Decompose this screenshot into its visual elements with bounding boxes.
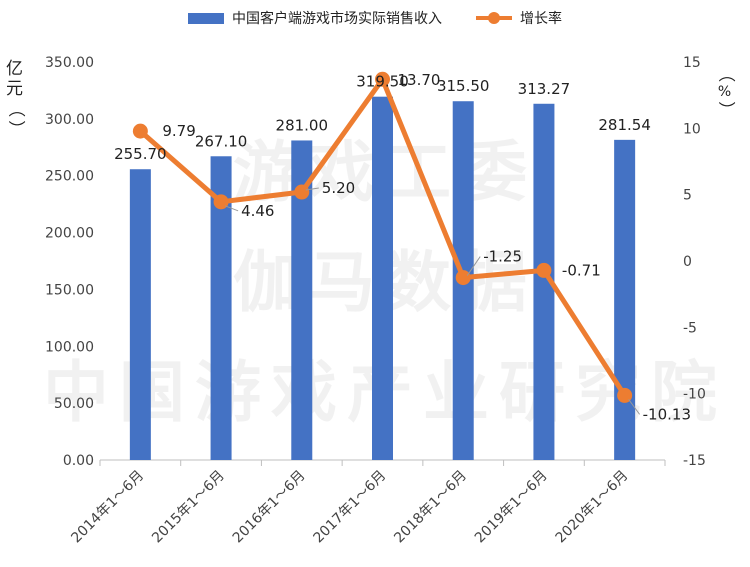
growth-point: [536, 262, 552, 278]
y-right-tick-label: 15: [683, 55, 701, 71]
y-right-tick-label: 5: [683, 188, 692, 204]
legend-line-label: 增长率: [520, 11, 562, 27]
legend-bar-swatch: [188, 12, 224, 24]
legend-line-swatch: [476, 12, 512, 24]
y-left-tick-label: 350.00: [45, 55, 94, 71]
y-left-tick-label: 100.00: [45, 339, 94, 355]
x-tick-label: 2018年1～6月: [391, 468, 470, 547]
growth-point: [294, 184, 310, 200]
right-unit-char: %: [717, 83, 732, 100]
x-tick-label: 2014年1～6月: [68, 468, 147, 547]
x-tick-label: 2020年1～6月: [553, 468, 632, 547]
growth-value-label: 13.70: [398, 71, 441, 89]
axes: 0.00 50.00 100.00 150.00 200.00 250.00 300.00 3…: [45, 55, 706, 469]
growth-point: [617, 387, 633, 403]
y-left-tick-label: 200.00: [45, 226, 94, 242]
x-tick-label: 2015年1～6月: [149, 468, 228, 547]
bar: [291, 140, 313, 460]
growth-point: [455, 270, 471, 286]
bar: [210, 156, 232, 460]
growth-value-label: -10.13: [643, 405, 691, 423]
growth-point: [132, 123, 148, 139]
x-axis-labels: 2014年1～6月 2015年1～6月 2016年1～6月 2017年1～6月 2018…: [68, 468, 631, 547]
left-axis-unit: 亿 元 （ ）: [5, 59, 25, 138]
growth-point: [375, 71, 390, 87]
label-leader-line: [628, 399, 641, 415]
legend: 中国客户端游戏市场实际销售收入 增长率: [0, 8, 750, 28]
bar: [533, 103, 555, 460]
legend-bar-label: 中国客户端游戏市场实际销售收入: [232, 11, 442, 27]
bar-value-label: 281.54: [598, 116, 651, 134]
x-tick-label: 2019年1～6月: [472, 468, 551, 547]
x-tick-label: 2016年1～6月: [230, 468, 309, 547]
bar: [129, 169, 151, 460]
x-tick-label: 2017年1～6月: [311, 468, 390, 547]
y-left-tick-label: 150.00: [45, 282, 94, 298]
y-right-tick-label: 10: [683, 121, 701, 137]
growth-value-label: 5.20: [322, 179, 355, 197]
y-left-tick-label: 50.00: [54, 396, 94, 412]
label-leader-line: [224, 205, 239, 212]
bar-value-label: 319.50: [356, 73, 409, 91]
growth-point: [213, 194, 229, 210]
right-axis-unit: （ % ）: [715, 64, 735, 119]
growth-value-label: -1.25: [483, 248, 522, 266]
bar-value-label: 313.27: [518, 80, 571, 98]
line-series: [132, 71, 633, 403]
y-left-tick-label: 250.00: [45, 169, 94, 185]
legend-item-growth: 增长率: [476, 8, 562, 28]
bar: [372, 96, 393, 460]
growth-value-label: 9.79: [162, 122, 195, 140]
label-leader-line: [466, 256, 481, 276]
bar-value-label: 255.70: [114, 145, 167, 163]
y-right-tick-label: -10: [683, 387, 706, 403]
growth-value-label: 4.46: [241, 202, 274, 220]
left-unit-char: 亿: [6, 59, 23, 79]
bar-value-label: 315.50: [437, 77, 490, 95]
label-leader-line: [305, 187, 319, 191]
legend-item-revenue: 中国客户端游戏市场实际销售收入: [188, 8, 442, 28]
bar-value-label: 267.10: [195, 132, 248, 150]
bar: [614, 139, 636, 460]
y-right-tick-label: -5: [683, 320, 697, 336]
y-left-tick-label: 0.00: [63, 453, 94, 469]
growth-value-label: -0.71: [562, 261, 601, 279]
y-right-tick-label: -15: [683, 453, 706, 469]
bar-value-label: 281.00: [276, 116, 329, 134]
y-right-tick-label: 0: [683, 254, 692, 270]
data-labels: 255.70 267.10 281.00 319.50 315.50 313.27 281.…: [114, 71, 691, 423]
left-unit-char: 元: [6, 78, 23, 99]
bar-series: [129, 96, 636, 460]
y-left-tick-label: 300.00: [45, 112, 94, 128]
